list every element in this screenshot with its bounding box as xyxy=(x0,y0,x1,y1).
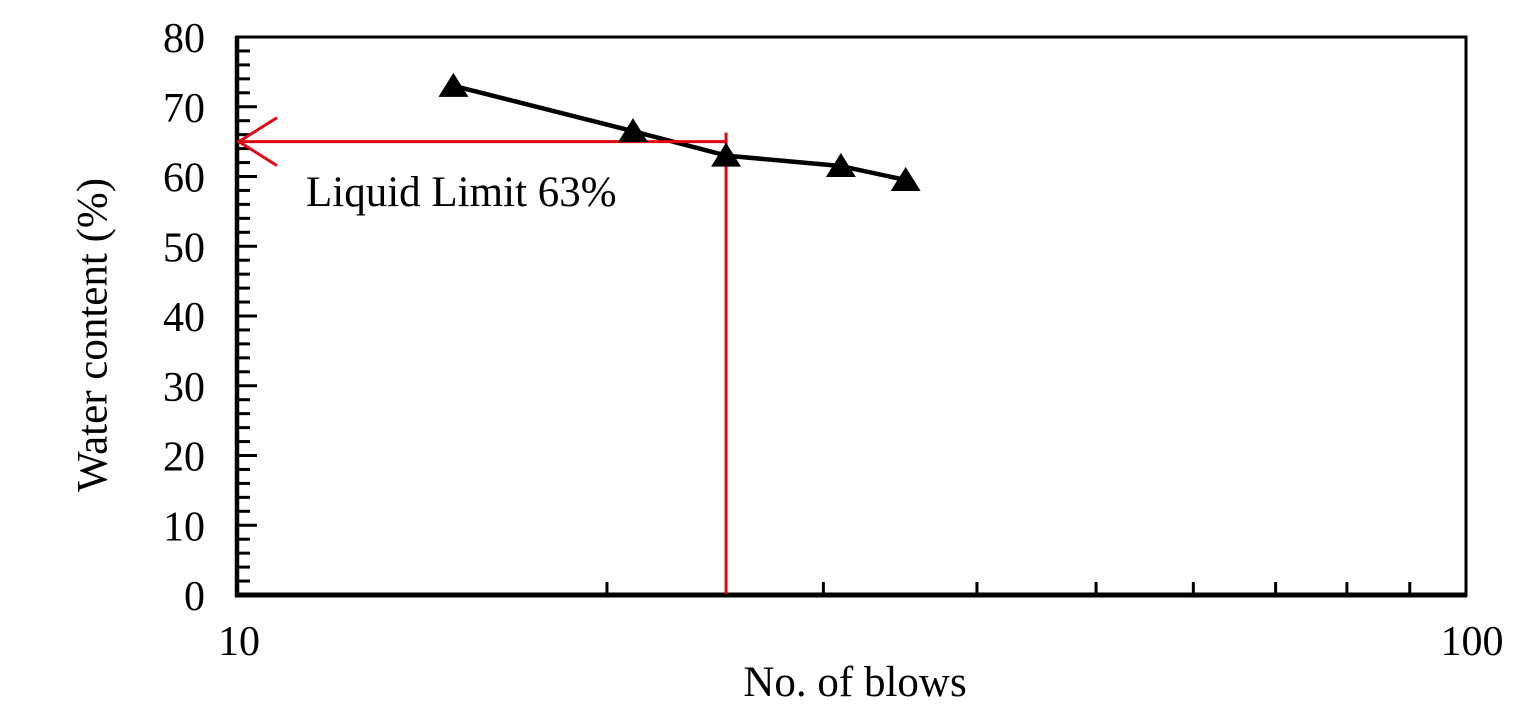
data-point-marker xyxy=(711,142,742,167)
x-axis-tick-label: 100 xyxy=(1441,619,1504,665)
data-point-marker xyxy=(825,153,856,178)
y-axis-tick-label: 40 xyxy=(163,295,205,341)
y-axis-tick-label: 60 xyxy=(163,156,205,202)
y-axis-tick-label: 30 xyxy=(163,365,205,411)
y-axis-tick-label: 20 xyxy=(163,435,205,481)
y-axis-tick-label: 80 xyxy=(163,16,205,62)
y-axis-tick-label: 10 xyxy=(163,504,205,550)
y-axis-tick-label: 0 xyxy=(184,574,205,620)
y-axis-tick-label: 70 xyxy=(163,86,205,132)
liquid-limit-arrowhead xyxy=(236,116,278,167)
x-axis-tick-label: 10 xyxy=(218,619,260,665)
liquid-limit-annotation-label: Liquid Limit 63% xyxy=(306,169,617,216)
plot-frame xyxy=(235,35,1468,597)
y-axis-title: Water content (%) xyxy=(69,177,117,493)
data-point-marker xyxy=(618,118,649,143)
y-axis-tick-label: 50 xyxy=(163,225,205,271)
data-point-marker xyxy=(438,72,469,97)
data-point-marker xyxy=(890,166,921,191)
x-axis-title: No. of blows xyxy=(743,659,967,706)
